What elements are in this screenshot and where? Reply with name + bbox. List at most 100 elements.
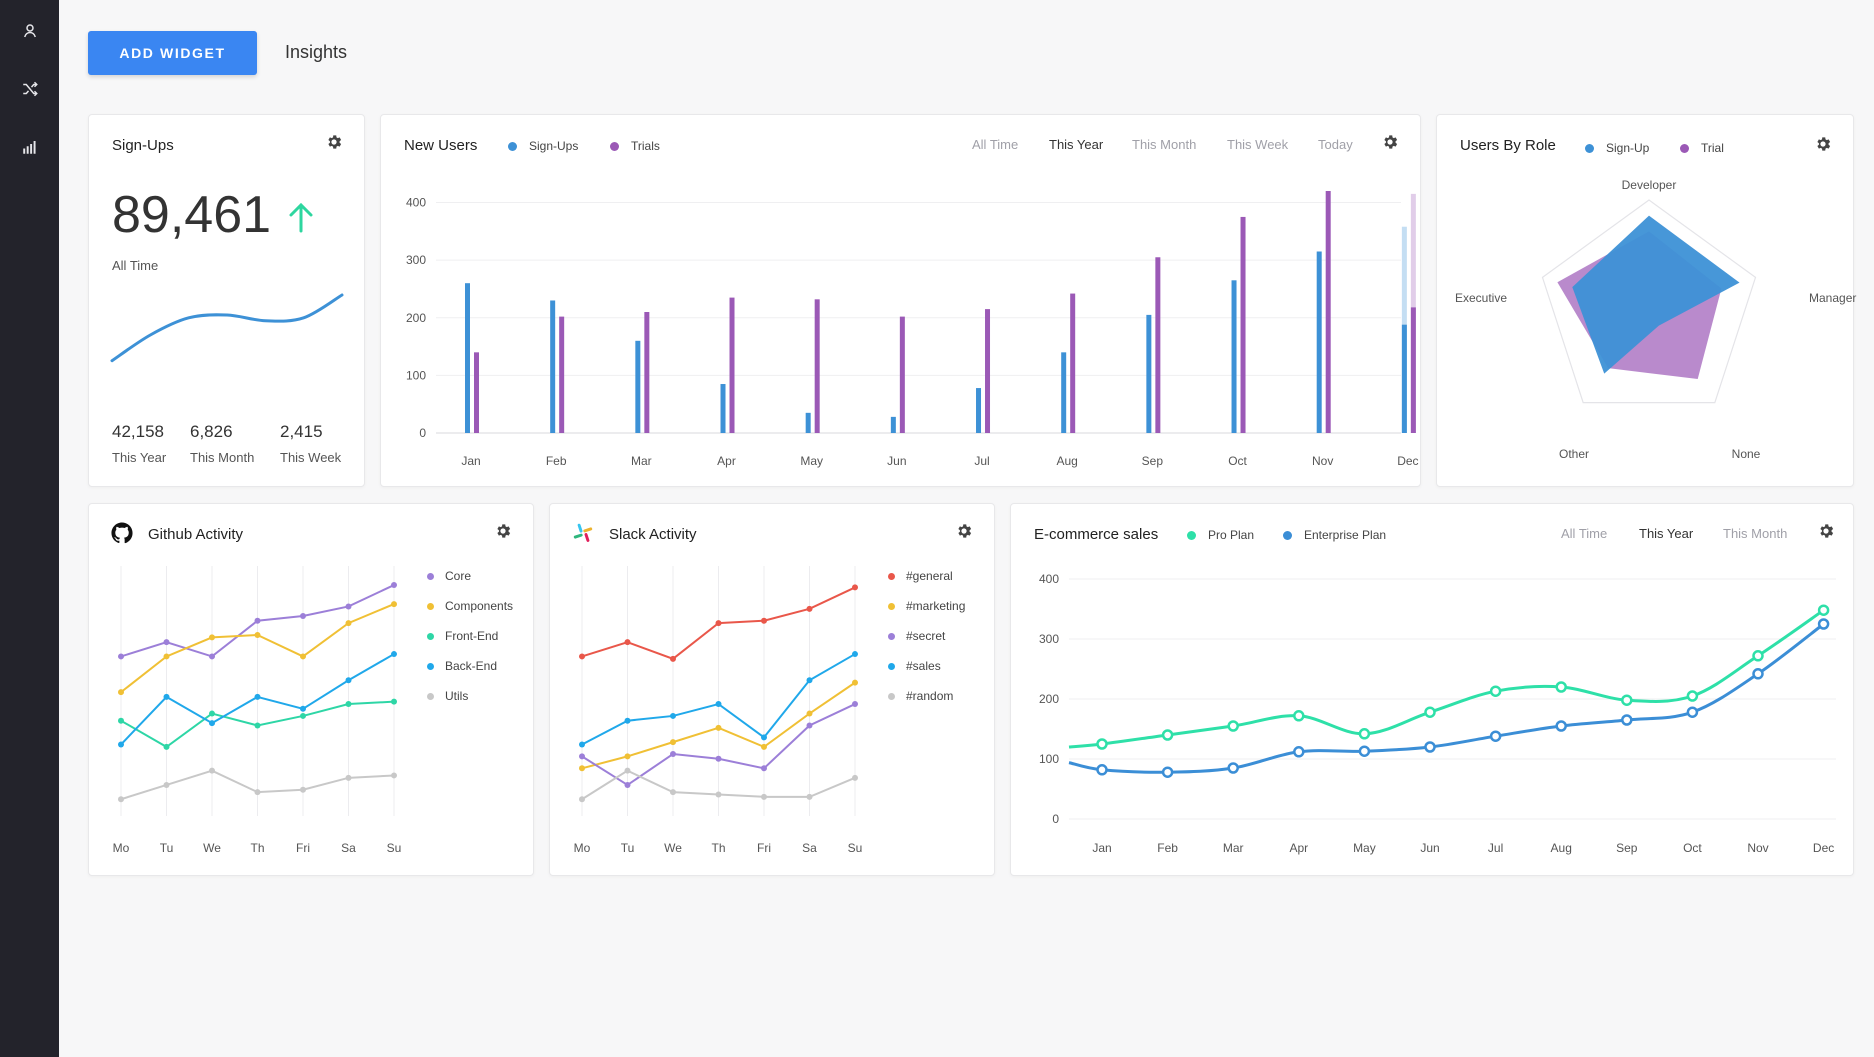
y-tick-label: 200: [1039, 692, 1059, 706]
bar: [1410, 307, 1416, 433]
legend-item: Front-End: [427, 621, 513, 651]
users-by-role-title: Users By Role: [1460, 137, 1556, 154]
gear-icon[interactable]: [1814, 135, 1832, 153]
data-point: [300, 712, 306, 719]
x-tick-label: Tu: [621, 841, 635, 855]
new-users-title: New Users: [404, 137, 478, 154]
bar: [1240, 216, 1246, 433]
filter-this-year[interactable]: This Year: [1049, 137, 1104, 152]
legend-item: Core: [427, 561, 513, 591]
slack-activity-chart: Mo Tu We Th Fri Sa Su: [574, 566, 862, 855]
add-widget-button[interactable]: ADD WIDGET: [88, 31, 257, 75]
x-tick-label: Dec: [1813, 841, 1834, 855]
series-line: [1068, 608, 1825, 749]
data-point: [209, 634, 215, 641]
legend-pro-plan: Pro Plan: [1187, 528, 1254, 542]
filter-this-month[interactable]: This Month: [1132, 137, 1197, 152]
data-point: [1555, 720, 1567, 732]
data-point: [118, 689, 124, 696]
gear-icon[interactable]: [1817, 522, 1835, 540]
data-point: [852, 651, 858, 658]
data-point: [163, 693, 170, 700]
bar: [976, 388, 982, 433]
y-tick-label: 400: [1039, 572, 1059, 586]
filter-this-week[interactable]: This Week: [1227, 137, 1289, 152]
bar: [465, 283, 470, 433]
data-point: [300, 653, 306, 660]
x-tick-label: Jun: [1420, 841, 1439, 855]
data-point: [579, 741, 585, 748]
ecommerce-sales-chart: 0 100 200 300 400 Jan Feb Mar Apr May Jun Jul Aug Sep…: [1039, 572, 1836, 855]
slack-icon: [573, 523, 593, 542]
data-point: [209, 710, 215, 717]
gear-icon[interactable]: [325, 133, 343, 151]
x-tick-label: Jul: [1488, 841, 1503, 855]
data-point: [1161, 729, 1174, 741]
sparkline-path: [110, 293, 344, 363]
x-tick-label: Dec: [1397, 454, 1418, 468]
data-point: [579, 765, 585, 772]
data-point: [624, 781, 631, 788]
arrow-up-icon: [289, 202, 313, 233]
x-tick-label: Feb: [1157, 841, 1178, 855]
legend-trials: Trials: [610, 139, 660, 153]
data-point: [670, 655, 676, 662]
x-tick-label: Apr: [717, 454, 736, 468]
x-tick-label: Feb: [546, 454, 567, 468]
radar-area: [1572, 215, 1740, 374]
gear-icon[interactable]: [955, 522, 973, 540]
signups-sparkline: [110, 293, 344, 363]
x-tick-label: Jan: [461, 454, 480, 468]
data-point: [852, 584, 858, 591]
x-tick-label: Fri: [296, 841, 310, 855]
bar-chart-icon[interactable]: [14, 131, 45, 162]
shuffle-icon[interactable]: [14, 73, 45, 104]
filter-this-year[interactable]: This Year: [1639, 526, 1694, 541]
filter-this-month[interactable]: This Month: [1723, 526, 1788, 541]
x-tick-label: Sa: [802, 841, 817, 855]
stat-label: This Month: [190, 450, 255, 465]
user-icon[interactable]: [14, 15, 45, 46]
data-point: [1621, 714, 1633, 726]
legend-enterprise-plan: Enterprise Plan: [1283, 528, 1386, 542]
slack-activity-title: Slack Activity: [609, 526, 697, 543]
insights-tab[interactable]: Insights: [285, 42, 348, 62]
filter-today[interactable]: Today: [1318, 137, 1353, 152]
data-point: [670, 739, 676, 746]
x-tick-label: Su: [387, 841, 402, 855]
y-tick-label: 400: [406, 196, 426, 210]
x-tick-label: Apr: [1289, 841, 1308, 855]
github-icon: [111, 522, 133, 544]
data-point: [761, 743, 767, 750]
data-point: [1424, 741, 1436, 753]
bar: [559, 316, 565, 433]
gear-icon[interactable]: [1381, 133, 1399, 151]
data-point: [254, 789, 261, 796]
data-point: [1817, 618, 1830, 630]
y-tick-label: 100: [1039, 752, 1059, 766]
data-point: [345, 620, 352, 627]
x-tick-label: Sep: [1616, 841, 1638, 855]
bar: [899, 316, 905, 433]
x-tick-label: Fri: [757, 841, 771, 855]
data-point: [1293, 710, 1305, 722]
data-point: [345, 677, 352, 684]
legend-signups: Sign-Ups: [508, 139, 578, 153]
gear-icon[interactable]: [494, 522, 512, 540]
bar: [814, 299, 820, 433]
data-point: [1686, 706, 1699, 718]
data-point: [624, 639, 631, 646]
bar: [1325, 191, 1331, 433]
data-point: [300, 786, 306, 793]
data-point: [345, 603, 352, 610]
x-tick-label: May: [1353, 841, 1376, 855]
data-point: [118, 717, 124, 724]
filter-all-time[interactable]: All Time: [972, 137, 1019, 152]
filter-all-time[interactable]: All Time: [1561, 526, 1608, 541]
bar: [805, 412, 811, 433]
data-point: [1161, 766, 1174, 778]
radar-axis-label: Executive: [1455, 291, 1507, 305]
data-point: [579, 753, 585, 760]
data-point: [1227, 720, 1239, 732]
data-point: [761, 793, 767, 800]
